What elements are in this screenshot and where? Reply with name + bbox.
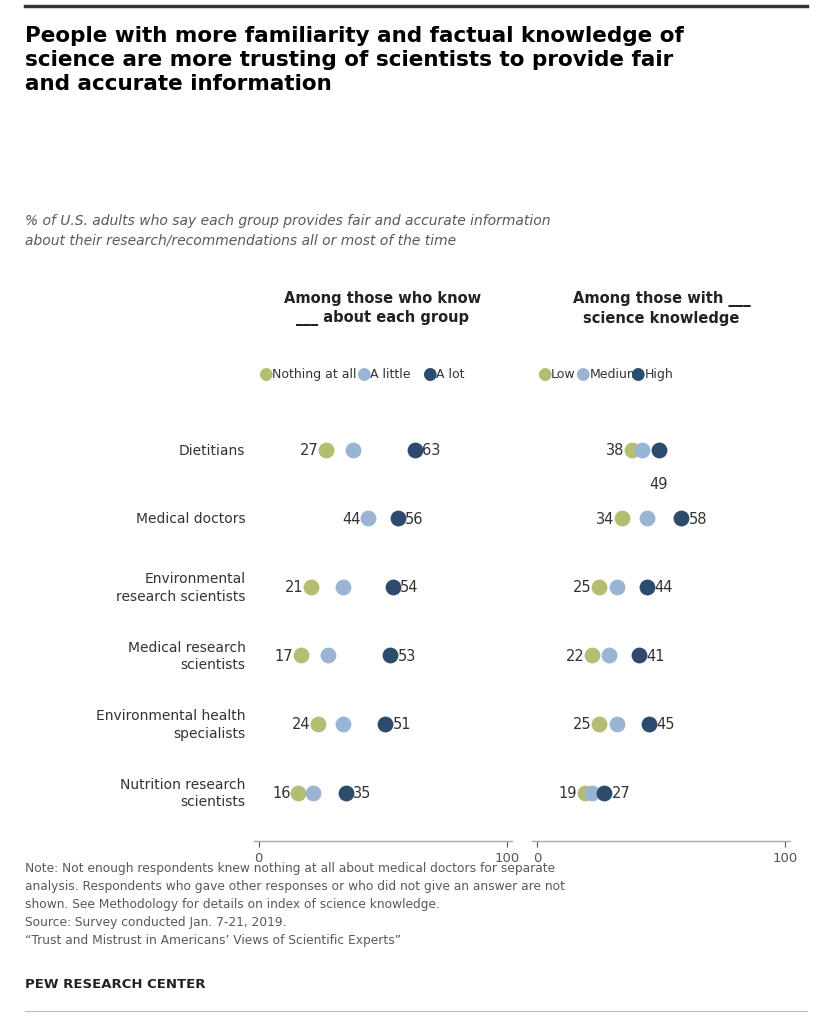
Text: 44: 44 bbox=[342, 512, 360, 527]
Point bbox=[384, 648, 397, 664]
Point bbox=[361, 511, 374, 527]
Text: A lot: A lot bbox=[436, 368, 464, 380]
Point bbox=[319, 442, 332, 459]
Point bbox=[391, 511, 404, 527]
Text: 41: 41 bbox=[646, 648, 665, 663]
Text: 53: 53 bbox=[398, 648, 416, 663]
Text: Medical research
scientists: Medical research scientists bbox=[127, 640, 245, 672]
Text: 49: 49 bbox=[650, 477, 668, 491]
Point bbox=[295, 648, 308, 664]
Text: 25: 25 bbox=[573, 716, 592, 732]
Point bbox=[597, 785, 611, 801]
Text: % of U.S. adults who say each group provides fair and accurate information
about: % of U.S. adults who say each group prov… bbox=[25, 214, 551, 247]
Point bbox=[586, 785, 599, 801]
Point bbox=[592, 579, 606, 595]
Text: Among those who know
___ about each group: Among those who know ___ about each grou… bbox=[285, 290, 481, 326]
Point bbox=[610, 716, 623, 733]
Text: ●: ● bbox=[258, 365, 272, 383]
Point bbox=[321, 648, 334, 664]
Point bbox=[409, 442, 422, 459]
Text: 63: 63 bbox=[423, 443, 441, 458]
Text: Dietitians: Dietitians bbox=[179, 443, 245, 458]
Point bbox=[336, 716, 349, 733]
Point bbox=[307, 785, 320, 801]
Point bbox=[586, 648, 599, 664]
Point bbox=[339, 785, 352, 801]
Text: ●: ● bbox=[631, 365, 645, 383]
Point bbox=[379, 716, 392, 733]
Text: High: High bbox=[645, 368, 673, 380]
Text: 25: 25 bbox=[573, 580, 592, 595]
Text: 24: 24 bbox=[292, 716, 311, 732]
Point bbox=[336, 579, 349, 595]
Text: Environmental health
specialists: Environmental health specialists bbox=[96, 708, 245, 740]
Text: PEW RESEARCH CENTER: PEW RESEARCH CENTER bbox=[25, 977, 206, 990]
Point bbox=[346, 442, 359, 459]
Text: 17: 17 bbox=[275, 648, 294, 663]
Text: Nothing at all: Nothing at all bbox=[272, 368, 357, 380]
Point bbox=[640, 511, 653, 527]
Text: 27: 27 bbox=[612, 786, 631, 800]
Point bbox=[602, 648, 616, 664]
Text: 54: 54 bbox=[400, 580, 418, 595]
Text: ●: ● bbox=[537, 365, 551, 383]
Point bbox=[652, 442, 666, 459]
Point bbox=[305, 579, 318, 595]
Text: 35: 35 bbox=[353, 786, 371, 800]
Text: 38: 38 bbox=[606, 443, 624, 458]
Text: 56: 56 bbox=[405, 512, 423, 527]
Text: 22: 22 bbox=[566, 648, 585, 663]
Point bbox=[625, 442, 638, 459]
Point bbox=[675, 511, 688, 527]
Text: Environmental
research scientists: Environmental research scientists bbox=[116, 572, 245, 603]
Text: 51: 51 bbox=[393, 716, 411, 732]
Point bbox=[592, 716, 606, 733]
Text: 58: 58 bbox=[689, 512, 707, 527]
Point bbox=[386, 579, 399, 595]
Text: 19: 19 bbox=[558, 786, 577, 800]
Point bbox=[615, 511, 628, 527]
Text: Medical doctors: Medical doctors bbox=[136, 512, 245, 526]
Point bbox=[632, 648, 646, 664]
Text: ●: ● bbox=[576, 365, 590, 383]
Point bbox=[635, 442, 648, 459]
Text: ●: ● bbox=[356, 365, 370, 383]
Text: 44: 44 bbox=[654, 580, 672, 595]
Text: ●: ● bbox=[422, 365, 436, 383]
Text: 21: 21 bbox=[285, 580, 304, 595]
Text: People with more familiarity and factual knowledge of
science are more trusting : People with more familiarity and factual… bbox=[25, 25, 684, 94]
Point bbox=[311, 716, 324, 733]
Point bbox=[292, 785, 305, 801]
Text: Nutrition research
scientists: Nutrition research scientists bbox=[120, 777, 245, 808]
Point bbox=[642, 716, 656, 733]
Text: Low: Low bbox=[551, 368, 576, 380]
Text: 16: 16 bbox=[272, 786, 291, 800]
Text: 34: 34 bbox=[596, 512, 614, 527]
Point bbox=[640, 579, 653, 595]
Text: 27: 27 bbox=[300, 443, 318, 458]
Text: A little: A little bbox=[370, 368, 411, 380]
Point bbox=[578, 785, 592, 801]
Text: Note: Not enough respondents knew nothing at all about medical doctors for separ: Note: Not enough respondents knew nothin… bbox=[25, 861, 565, 946]
Text: Among those with ___
science knowledge: Among those with ___ science knowledge bbox=[572, 290, 750, 326]
Text: Medium: Medium bbox=[589, 368, 640, 380]
Text: 45: 45 bbox=[656, 716, 675, 732]
Point bbox=[610, 579, 623, 595]
